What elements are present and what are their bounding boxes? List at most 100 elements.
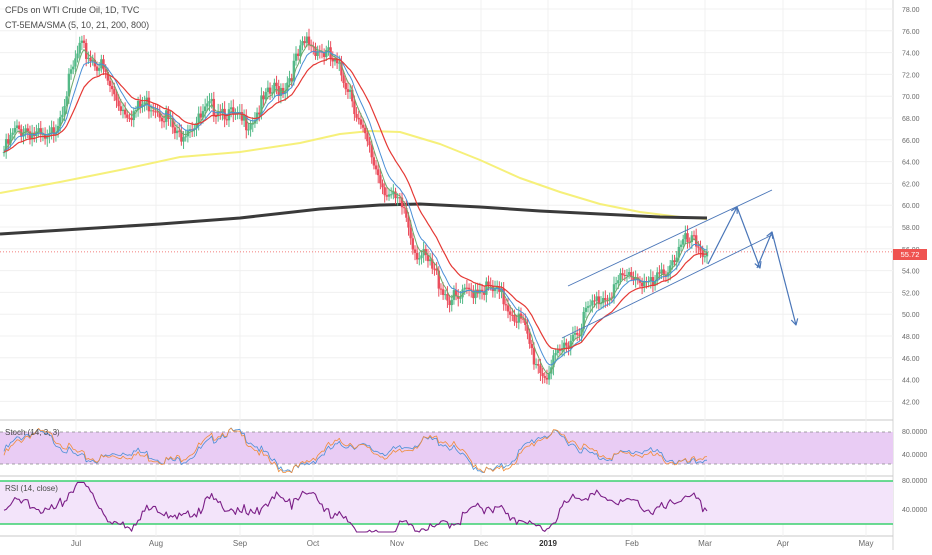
candle-body — [588, 305, 592, 307]
x-tick-label: Sep — [233, 539, 248, 548]
y-tick-label: 44.00 — [902, 378, 920, 385]
candle-body — [413, 249, 417, 253]
x-tick-label: Apr — [777, 539, 790, 548]
candle-body — [675, 257, 678, 263]
candle-body — [573, 332, 577, 335]
candle-body — [576, 332, 579, 335]
candle-body — [703, 256, 707, 258]
candle-body — [543, 376, 546, 378]
candle-body — [454, 290, 458, 297]
candle-body — [463, 287, 466, 290]
x-tick-label: Jul — [71, 539, 81, 548]
x-tick-label: Mar — [698, 539, 712, 548]
stoch-band-fill — [0, 432, 893, 464]
candle-body — [314, 46, 317, 56]
candle-body — [50, 127, 53, 134]
stoch-layer — [0, 427, 893, 474]
candle-body — [165, 110, 168, 122]
candle-body — [307, 36, 311, 45]
candle-body — [673, 260, 676, 263]
candle-body — [556, 349, 559, 353]
indicator-legend: CT-5EMA/SMA (5, 10, 21, 200, 800) — [5, 20, 150, 30]
candle-body — [396, 197, 399, 199]
candle-body — [511, 314, 514, 316]
candle-body — [662, 269, 665, 275]
candle-body — [158, 112, 161, 118]
candle-body — [296, 53, 300, 57]
candle-body — [225, 119, 228, 121]
candle-body — [355, 114, 358, 118]
candle-body — [338, 62, 341, 64]
candle-body — [660, 269, 663, 274]
candle-body — [405, 207, 408, 218]
candle-body — [121, 109, 125, 112]
candle-body — [614, 283, 618, 285]
candle-body — [586, 306, 590, 308]
candle-body — [541, 373, 544, 377]
candle-body — [266, 87, 270, 93]
candle-body — [160, 117, 164, 122]
candle-body — [294, 53, 298, 61]
candle-body — [249, 124, 252, 130]
candle-body — [156, 111, 159, 113]
candle-body — [370, 145, 373, 158]
sma800-line — [0, 202, 708, 236]
candle-body — [245, 115, 248, 131]
candle-body — [331, 59, 334, 62]
candle-body — [697, 246, 700, 248]
candle-body — [110, 85, 114, 90]
candle-body — [76, 53, 79, 59]
candle-body — [171, 118, 174, 128]
candle-body — [532, 348, 536, 365]
candle-body — [344, 83, 347, 90]
candle-body — [290, 78, 293, 81]
candle-body — [364, 127, 367, 134]
y-tick-label: 46.00 — [902, 356, 920, 363]
candle-body — [126, 114, 129, 118]
candle-body — [692, 235, 696, 237]
candle-body — [258, 112, 261, 115]
candle-body — [640, 282, 644, 287]
candle-body — [201, 111, 205, 118]
candle-body — [15, 125, 19, 128]
candle-body — [87, 57, 90, 59]
y-tick-label: 66.00 — [902, 138, 920, 145]
candle-body — [119, 106, 123, 112]
candle-body — [398, 197, 402, 199]
candle-body — [67, 73, 71, 97]
candle-body — [61, 114, 64, 118]
candle-body — [65, 96, 68, 107]
candle-body — [623, 275, 627, 277]
candle-body — [699, 247, 702, 251]
candle-body — [264, 92, 267, 100]
candle-body — [461, 289, 464, 298]
candle-body — [638, 280, 642, 283]
candle-body — [625, 274, 629, 276]
x-tick-label: May — [858, 539, 873, 548]
ema5-line — [3, 44, 708, 374]
candle-body — [389, 194, 393, 196]
candle-body — [658, 272, 661, 274]
candle-body — [591, 300, 594, 306]
candle-body — [679, 244, 683, 247]
candle-body — [173, 127, 177, 134]
candle-body — [580, 329, 583, 336]
candle-body — [682, 239, 685, 245]
candle-body — [448, 300, 451, 306]
candle-body — [141, 104, 144, 107]
y-tick-label: 54.00 — [902, 269, 920, 276]
candle-body — [656, 272, 659, 282]
candle-body — [394, 191, 397, 199]
candle-body — [30, 132, 34, 140]
candle-body — [242, 115, 246, 121]
y-tick-label: 64.00 — [902, 160, 920, 167]
candle-body — [136, 100, 140, 111]
candle-body — [56, 125, 60, 133]
candle-body — [247, 129, 250, 131]
candle-body — [537, 364, 540, 366]
candle-body — [123, 109, 127, 115]
candle-body — [444, 294, 447, 296]
candle-body — [582, 311, 585, 330]
